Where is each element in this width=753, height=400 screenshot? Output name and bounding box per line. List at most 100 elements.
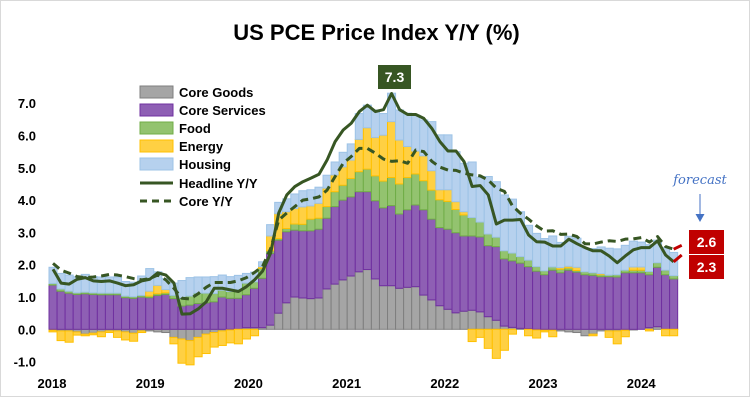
bar-core-goods <box>403 286 413 330</box>
bar-energy <box>290 208 300 225</box>
bar-housing <box>475 176 485 223</box>
bar-food <box>451 208 461 234</box>
bar-energy <box>145 290 155 297</box>
bar-energy <box>48 329 58 333</box>
bar-core-goods <box>177 328 187 340</box>
bar-food <box>467 217 477 237</box>
bar-energy <box>435 189 445 201</box>
bar-energy <box>346 159 356 179</box>
bar-food <box>653 262 663 268</box>
bar-energy <box>241 328 252 340</box>
bar-energy <box>169 336 179 345</box>
bar-core-services <box>395 213 405 289</box>
forecast-text: forecast <box>672 173 727 188</box>
peak-label-box <box>378 65 411 89</box>
bar-energy <box>121 331 131 341</box>
bar-core-services <box>515 262 526 329</box>
bar-food <box>346 177 356 198</box>
bar-core-goods <box>80 328 90 335</box>
forecast-line-core <box>672 243 683 251</box>
bar-core-services <box>104 294 114 330</box>
bar-core-services <box>572 271 582 330</box>
bar-housing <box>330 161 340 176</box>
y-tick-label: -1.0 <box>14 355 36 370</box>
bar-core-services <box>346 196 356 277</box>
y-tick-label: 0.0 <box>18 322 36 337</box>
y-tick-label: 5.0 <box>18 161 36 176</box>
bar-energy <box>354 138 364 173</box>
bar-core-services <box>636 272 646 330</box>
bar-core-services <box>644 274 655 329</box>
bar-energy <box>193 336 203 358</box>
bar-food <box>338 184 348 201</box>
bar-core-services <box>322 217 332 290</box>
bar-core-services <box>314 228 324 299</box>
line-headline <box>51 92 675 316</box>
bar-energy <box>129 332 139 342</box>
bar-core-services <box>588 274 598 330</box>
bar-core-services <box>612 276 622 330</box>
bar-food <box>419 180 429 211</box>
bar-core-services <box>250 287 260 329</box>
bar-core-services <box>669 278 679 330</box>
legend: Core Goods Core Services Food Energy Hou… <box>139 85 266 209</box>
bar-energy <box>209 332 219 348</box>
bar-food <box>515 256 526 264</box>
legend-label-headline: Headline Y/Y <box>179 176 258 191</box>
bar-core-services <box>524 266 534 330</box>
bar-housing <box>411 114 421 152</box>
bar-food <box>387 176 397 207</box>
bar-food <box>443 200 453 230</box>
bar-core-goods <box>193 328 203 338</box>
bar-energy <box>524 328 534 337</box>
bar-core-goods <box>322 288 332 330</box>
bar-core-goods <box>354 271 364 330</box>
bar-housing <box>395 109 405 141</box>
bar-core-goods <box>491 319 501 330</box>
bar-core-services <box>435 227 445 307</box>
y-tick-label: 6.0 <box>18 129 36 144</box>
bar-housing <box>604 247 614 276</box>
bar-housing <box>322 174 332 189</box>
bar-food <box>395 183 405 215</box>
bar-food <box>362 168 372 193</box>
bar-food <box>435 199 445 229</box>
bar-core-services <box>88 293 98 330</box>
legend-swatch-core-goods <box>139 85 174 99</box>
bar-core-services <box>507 260 517 328</box>
bar-core-services <box>80 293 90 330</box>
bar-core-services <box>475 236 485 313</box>
bar-core-services <box>137 296 147 330</box>
bar-housing <box>378 113 389 136</box>
bar-core-goods <box>201 328 211 335</box>
bar-energy <box>475 328 485 338</box>
bar-core-services <box>233 297 243 330</box>
bar-core-services <box>604 276 614 330</box>
bar-housing <box>193 276 203 294</box>
bar-core-services <box>209 301 219 330</box>
bar-core-services <box>532 270 542 330</box>
bar-core-services <box>185 304 195 330</box>
bar-core-goods <box>475 311 485 330</box>
forecast-arrow-icon <box>695 214 705 222</box>
legend-label-core-goods: Core Goods <box>179 85 253 100</box>
bar-core-services <box>467 235 477 311</box>
bar-housing <box>580 248 590 273</box>
bar-energy <box>64 330 74 343</box>
legend-label-food: Food <box>179 121 211 136</box>
stacked-bars <box>48 92 679 366</box>
bar-core-services <box>129 297 139 330</box>
bar-food <box>354 171 364 193</box>
bar-housing <box>636 241 646 268</box>
bar-energy <box>153 284 163 295</box>
bar-core-goods <box>580 328 590 337</box>
bar-core-services <box>330 206 340 285</box>
bar-energy <box>217 330 227 346</box>
bar-core-goods <box>483 316 493 330</box>
bar-energy <box>451 201 461 210</box>
bar-energy <box>612 330 622 345</box>
bar-energy <box>507 328 517 335</box>
bar-core-goods <box>169 328 179 338</box>
bar-core-services <box>64 292 74 330</box>
